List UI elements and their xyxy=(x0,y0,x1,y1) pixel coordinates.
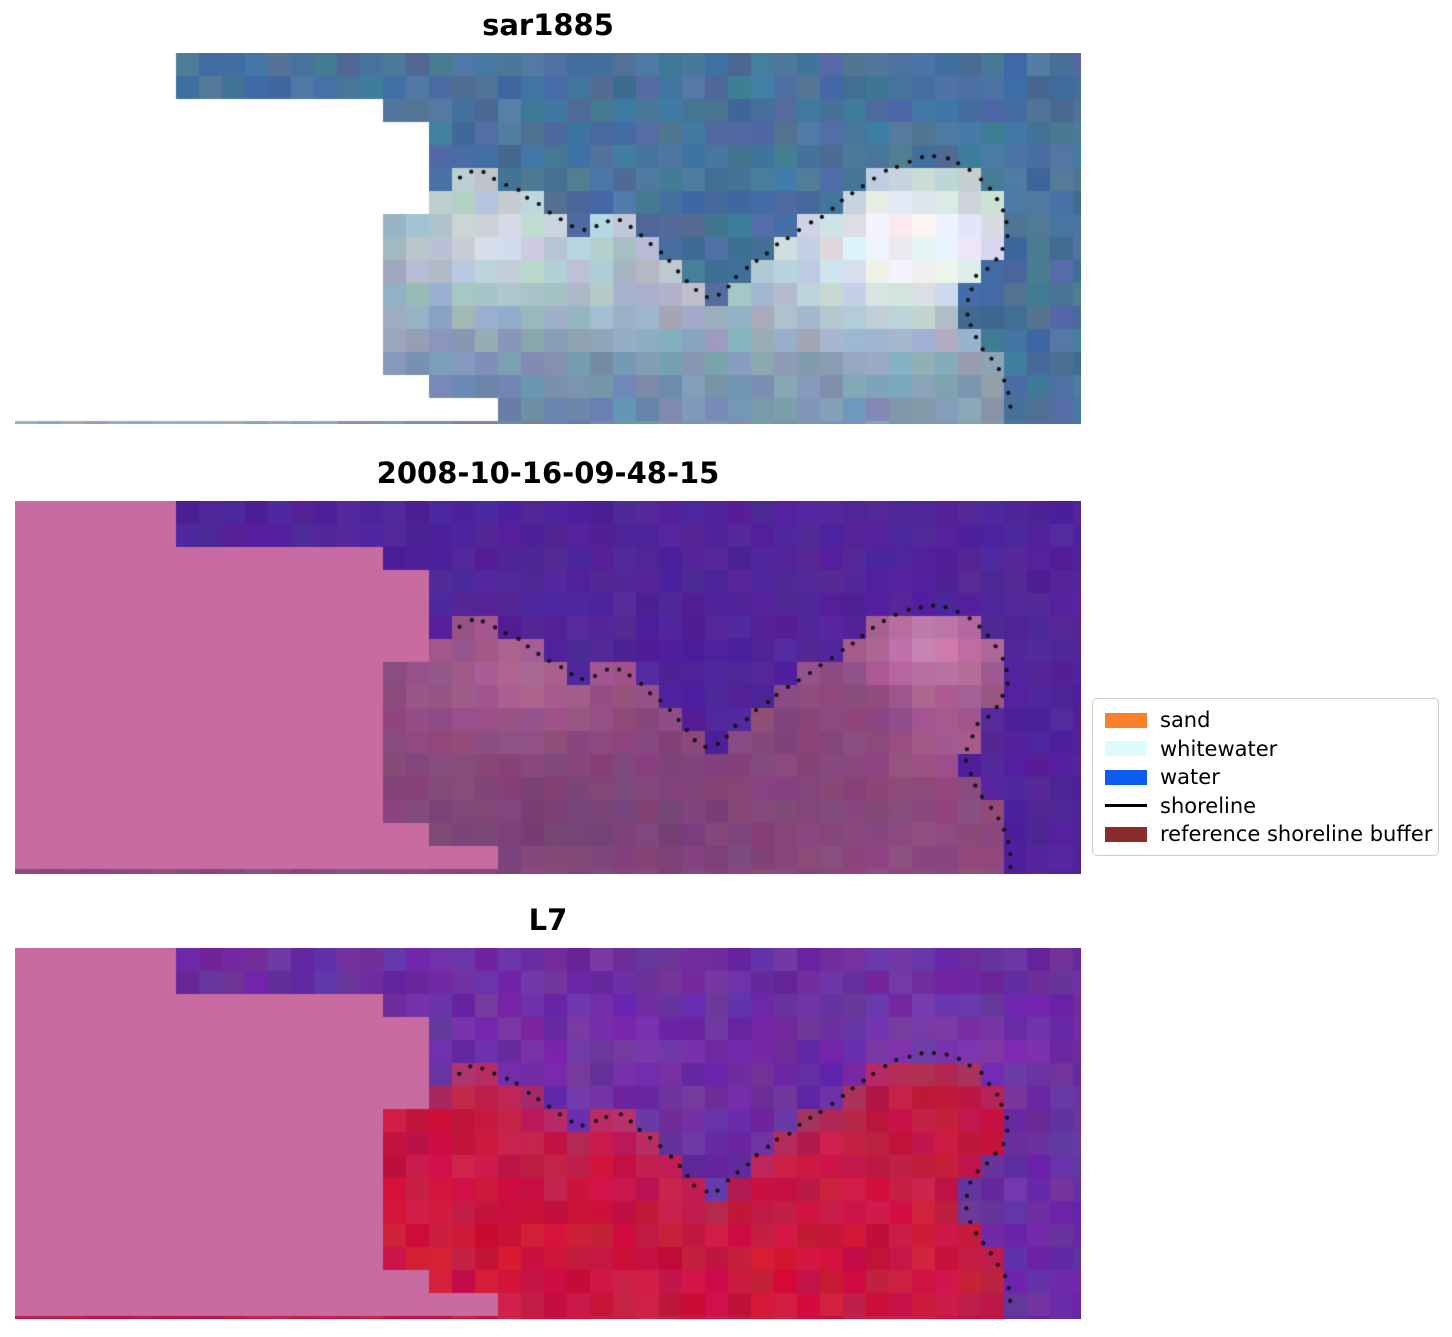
legend-item-water: water xyxy=(1105,765,1426,789)
legend-item-sand: sand xyxy=(1105,708,1426,732)
legend-label-sand: sand xyxy=(1160,708,1211,732)
shoreline-line-swatch xyxy=(1105,804,1147,807)
panel-title-l7: L7 xyxy=(528,903,568,937)
legend-item-reference-shoreline-buffer: reference shoreline buffer xyxy=(1105,822,1432,846)
legend-label-whitewater: whitewater xyxy=(1160,736,1278,761)
panel-classified-image xyxy=(15,501,1081,874)
whitewater-swatch xyxy=(1105,741,1147,756)
legend-label-water: water xyxy=(1160,765,1220,789)
legend: sand whitewater water shoreline referenc… xyxy=(1092,698,1439,856)
panel-l7-image xyxy=(15,948,1081,1319)
panel-title-classified-date: 2008-10-16-09-48-15 xyxy=(376,456,720,490)
legend-item-whitewater: whitewater xyxy=(1105,737,1426,761)
reference-shoreline-buffer-swatch xyxy=(1105,826,1147,842)
panel-title-sar1885: sar1885 xyxy=(482,8,614,42)
legend-label-reference-shoreline-buffer: reference shoreline buffer xyxy=(1160,822,1433,846)
panel-sar1885-image xyxy=(15,53,1081,424)
sand-swatch xyxy=(1105,712,1147,728)
legend-item-shoreline: shoreline xyxy=(1105,794,1426,818)
water-swatch xyxy=(1105,769,1147,785)
legend-label-shoreline: shoreline xyxy=(1160,793,1257,818)
